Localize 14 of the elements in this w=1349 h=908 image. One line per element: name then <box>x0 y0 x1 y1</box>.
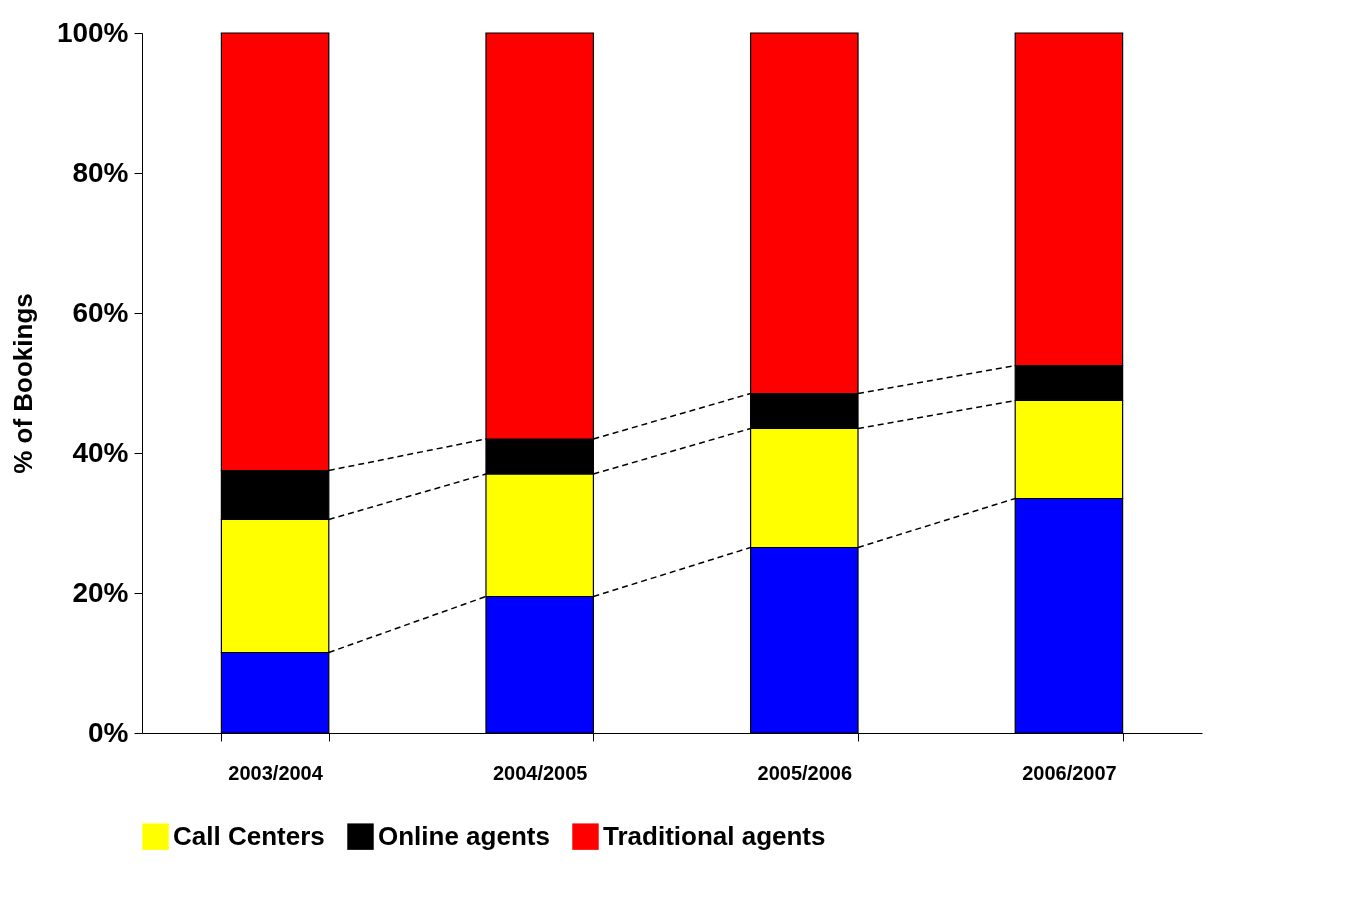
y-tick-label: 0% <box>88 716 129 748</box>
x-tick-label: 2006/2007 <box>1022 761 1117 784</box>
legend-label: Call Centers <box>173 820 325 851</box>
y-axis-title: % of Bookings <box>7 293 38 474</box>
y-tick-label: 60% <box>72 296 129 328</box>
y-tick-label: 80% <box>72 156 129 188</box>
x-tick-label: 2004/2005 <box>492 761 588 784</box>
y-tick-label: 20% <box>72 576 129 608</box>
y-tick-label: 40% <box>72 436 129 468</box>
legend-label: Online agents <box>378 820 550 851</box>
legend-label: Traditional agents <box>603 820 826 851</box>
y-tick-label: 100% <box>56 16 129 48</box>
x-tick-label: 2005/2006 <box>757 761 853 784</box>
x-tick-label: 2003/2004 <box>228 761 324 784</box>
